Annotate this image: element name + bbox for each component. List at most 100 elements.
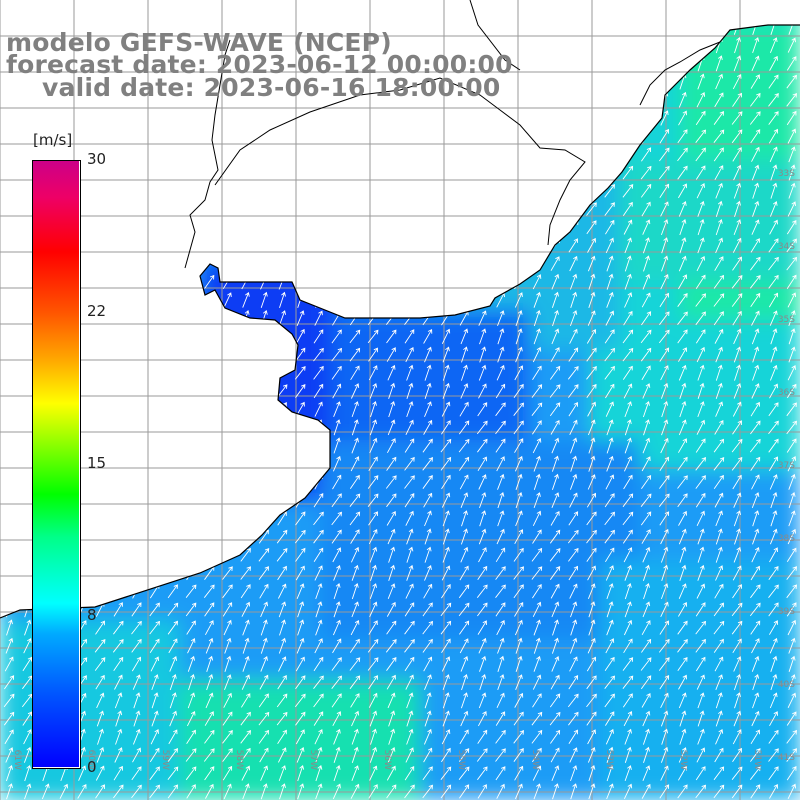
wind-arrow bbox=[241, 765, 251, 781]
wind-arrow bbox=[751, 55, 760, 72]
wind-arrow bbox=[715, 346, 723, 363]
wind-arrow bbox=[478, 383, 487, 399]
wind-arrow bbox=[713, 274, 724, 289]
wind-arrow bbox=[624, 765, 632, 782]
wind-arrow bbox=[442, 710, 450, 727]
wind-arrow bbox=[677, 784, 688, 799]
wind-arrow bbox=[715, 528, 723, 545]
wind-arrow bbox=[623, 455, 633, 472]
wind-arrow bbox=[606, 455, 614, 472]
longitude-label: 61W bbox=[12, 750, 22, 770]
latitude-label: 33S bbox=[778, 169, 795, 179]
wind-arrow bbox=[276, 548, 288, 562]
wind-arrow bbox=[586, 328, 597, 344]
wind-arrow bbox=[315, 783, 323, 800]
wind-arrow bbox=[768, 111, 779, 125]
wind-arrow bbox=[587, 583, 596, 599]
wind-arrow bbox=[695, 784, 707, 799]
wind-arrow bbox=[770, 510, 778, 527]
wind-arrow bbox=[713, 602, 724, 617]
wind-arrow bbox=[750, 729, 760, 745]
wind-arrow bbox=[185, 766, 197, 781]
wind-arrow bbox=[459, 784, 470, 799]
wind-arrow bbox=[260, 656, 268, 672]
wind-arrow bbox=[441, 328, 451, 344]
wind-arrow bbox=[623, 638, 633, 654]
wind-arrow bbox=[787, 128, 797, 144]
wind-arrow bbox=[369, 710, 378, 727]
wind-arrow bbox=[587, 419, 596, 436]
wind-arrow bbox=[695, 620, 707, 635]
wind-arrow bbox=[222, 730, 233, 744]
wind-arrow bbox=[734, 37, 741, 54]
wind-arrow bbox=[713, 766, 725, 781]
wind-arrow bbox=[678, 347, 688, 362]
wind-arrow bbox=[350, 456, 360, 472]
wind-arrow bbox=[188, 674, 195, 691]
wind-arrow bbox=[643, 419, 650, 436]
wind-arrow bbox=[769, 364, 778, 381]
wind-arrow bbox=[604, 202, 615, 216]
wind-arrow bbox=[588, 273, 596, 290]
wind-arrow bbox=[331, 693, 342, 708]
wind-arrow bbox=[478, 692, 487, 709]
wind-arrow bbox=[642, 437, 651, 454]
wind-arrow bbox=[331, 493, 342, 508]
wind-arrow bbox=[623, 474, 633, 490]
wind-arrow bbox=[749, 275, 761, 289]
wind-arrow bbox=[295, 711, 306, 726]
wind-arrow bbox=[733, 219, 742, 236]
wind-arrow bbox=[786, 765, 797, 781]
wind-arrow bbox=[550, 510, 560, 526]
wind-arrow bbox=[715, 182, 723, 199]
wind-arrow bbox=[332, 547, 342, 563]
wind-arrow bbox=[661, 419, 669, 436]
wind-arrow bbox=[731, 438, 743, 453]
wind-arrow bbox=[6, 619, 13, 636]
wind-arrow bbox=[349, 493, 361, 507]
wind-arrow bbox=[531, 547, 543, 562]
wind-arrow bbox=[605, 383, 615, 399]
wind-arrow bbox=[587, 237, 596, 253]
wind-arrow bbox=[679, 710, 687, 727]
wind-arrow bbox=[770, 655, 778, 672]
wind-arrow bbox=[115, 728, 123, 745]
latitude-label: 37S bbox=[778, 461, 795, 471]
wind-arrow bbox=[441, 638, 451, 654]
wind-arrow bbox=[624, 419, 632, 436]
wind-arrow bbox=[588, 765, 596, 782]
wind-arrow bbox=[642, 237, 650, 254]
wind-arrow bbox=[786, 602, 797, 617]
border-line bbox=[469, 0, 521, 71]
wind-arrow bbox=[260, 601, 269, 618]
wind-arrow bbox=[733, 673, 741, 691]
wind-arrow bbox=[223, 292, 232, 308]
wind-arrow bbox=[242, 637, 250, 654]
wind-arrow bbox=[567, 366, 579, 380]
wind-arrow bbox=[460, 364, 468, 381]
wind-arrow bbox=[297, 765, 305, 782]
wind-arrow bbox=[514, 601, 524, 617]
wind-arrow bbox=[551, 437, 560, 454]
wind-arrow bbox=[203, 748, 215, 762]
wind-arrow bbox=[112, 639, 124, 653]
wind-arrow bbox=[133, 710, 141, 727]
wind-arrow bbox=[113, 620, 124, 635]
wind-arrow bbox=[752, 346, 760, 363]
wind-arrow bbox=[750, 292, 761, 308]
wind-arrow bbox=[588, 783, 596, 800]
wind-arrow bbox=[641, 456, 651, 472]
wind-arrow bbox=[406, 564, 414, 581]
wind-arrow bbox=[788, 310, 796, 327]
wind-arrow bbox=[406, 692, 414, 709]
wind-arrow bbox=[388, 710, 396, 727]
wind-arrow bbox=[695, 656, 706, 672]
wind-arrow bbox=[570, 291, 578, 308]
wind-arrow bbox=[660, 746, 669, 763]
wind-arrow bbox=[787, 201, 796, 217]
wind-arrow bbox=[331, 657, 342, 671]
wind-arrow bbox=[677, 329, 688, 344]
wind-arrow bbox=[168, 729, 178, 745]
wind-arrow bbox=[768, 128, 779, 144]
wind-arrow bbox=[751, 219, 760, 235]
